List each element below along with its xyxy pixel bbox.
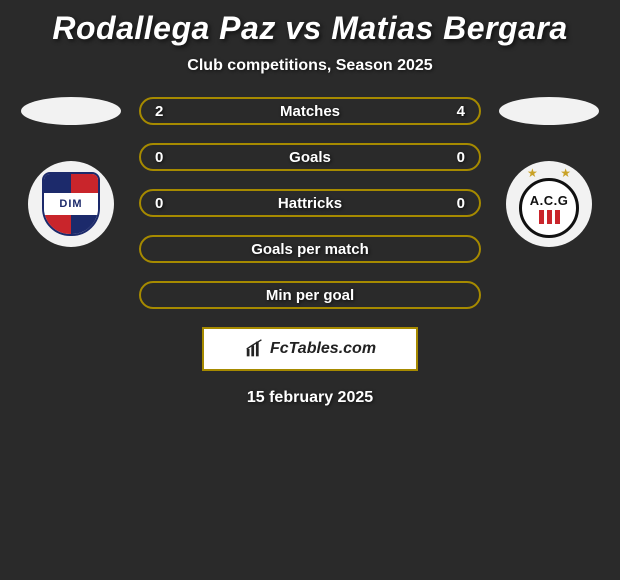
stat-left-value: 0 xyxy=(155,149,163,166)
brand-link[interactable]: FcTables.com xyxy=(202,327,418,371)
stat-label: Goals per match xyxy=(251,241,369,258)
stat-right-value: 0 xyxy=(457,149,465,166)
star-icon: ★ xyxy=(560,166,571,180)
crest-bars-icon xyxy=(539,210,560,224)
left-club-crest: DIM xyxy=(42,172,100,236)
right-club-crest: ★ ★ A.C.G xyxy=(513,168,585,240)
star-icon: ★ xyxy=(527,166,538,180)
stat-row-goals: 0 Goals 0 xyxy=(139,143,481,171)
brand-text: FcTables.com xyxy=(270,340,376,358)
stat-row-matches: 2 Matches 4 xyxy=(139,97,481,125)
stat-right-value: 4 xyxy=(457,103,465,120)
right-club-crest-text: A.C.G xyxy=(530,193,569,208)
right-club-badge: ★ ★ A.C.G xyxy=(506,161,592,247)
stat-label: Matches xyxy=(280,103,340,120)
bar-chart-icon xyxy=(244,338,266,360)
left-club-badge: DIM xyxy=(28,161,114,247)
stats-column: 2 Matches 4 0 Goals 0 0 Hattricks 0 Goal… xyxy=(139,97,481,309)
page-title: Rodallega Paz vs Matias Bergara xyxy=(52,10,567,47)
left-country-flag-placeholder xyxy=(21,97,121,125)
stat-label: Hattricks xyxy=(278,195,342,212)
comparison-date: 15 february 2025 xyxy=(247,389,373,407)
stat-right-value: 0 xyxy=(457,195,465,212)
stat-label: Goals xyxy=(289,149,331,166)
stat-row-hattricks: 0 Hattricks 0 xyxy=(139,189,481,217)
stat-left-value: 0 xyxy=(155,195,163,212)
right-side-column: ★ ★ A.C.G xyxy=(499,97,599,247)
main-row: DIM 2 Matches 4 0 Goals 0 0 Hattricks 0 xyxy=(0,97,620,309)
page-subtitle: Club competitions, Season 2025 xyxy=(187,57,432,75)
stat-row-goals-per-match: Goals per match xyxy=(139,235,481,263)
stat-row-min-per-goal: Min per goal xyxy=(139,281,481,309)
left-club-crest-text: DIM xyxy=(44,193,98,215)
stat-left-value: 2 xyxy=(155,103,163,120)
comparison-card: Rodallega Paz vs Matias Bergara Club com… xyxy=(0,0,620,407)
stat-label: Min per goal xyxy=(266,287,354,304)
right-country-flag-placeholder xyxy=(499,97,599,125)
left-side-column: DIM xyxy=(21,97,121,247)
